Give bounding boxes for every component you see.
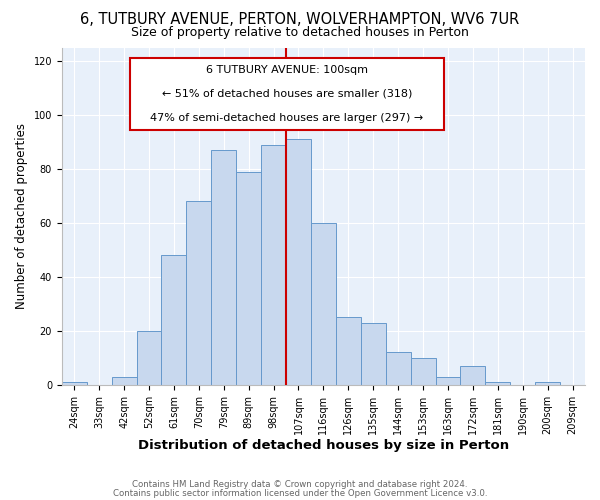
Bar [137, 331, 161, 385]
Text: 6 TUTBURY AVENUE: 100sqm: 6 TUTBURY AVENUE: 100sqm [206, 64, 368, 74]
Bar [286, 140, 311, 385]
X-axis label: Distribution of detached houses by size in Perton: Distribution of detached houses by size … [138, 440, 509, 452]
Bar [187, 202, 211, 385]
Bar [211, 150, 236, 385]
Bar [62, 382, 86, 385]
Bar [336, 318, 361, 385]
Bar [311, 223, 336, 385]
Bar [410, 358, 436, 385]
Bar [535, 382, 560, 385]
Y-axis label: Number of detached properties: Number of detached properties [15, 123, 28, 309]
Text: ← 51% of detached houses are smaller (318): ← 51% of detached houses are smaller (31… [161, 89, 412, 99]
Bar [112, 377, 137, 385]
Bar [161, 256, 187, 385]
Bar [386, 352, 410, 385]
Bar [261, 144, 286, 385]
Bar [460, 366, 485, 385]
Text: Size of property relative to detached houses in Perton: Size of property relative to detached ho… [131, 26, 469, 39]
Bar [236, 172, 261, 385]
FancyBboxPatch shape [130, 58, 444, 130]
Text: 6, TUTBURY AVENUE, PERTON, WOLVERHAMPTON, WV6 7UR: 6, TUTBURY AVENUE, PERTON, WOLVERHAMPTON… [80, 12, 520, 28]
Bar [485, 382, 510, 385]
Bar [436, 377, 460, 385]
Text: 47% of semi-detached houses are larger (297) →: 47% of semi-detached houses are larger (… [150, 113, 424, 123]
Text: Contains HM Land Registry data © Crown copyright and database right 2024.: Contains HM Land Registry data © Crown c… [132, 480, 468, 489]
Text: Contains public sector information licensed under the Open Government Licence v3: Contains public sector information licen… [113, 489, 487, 498]
Bar [361, 323, 386, 385]
